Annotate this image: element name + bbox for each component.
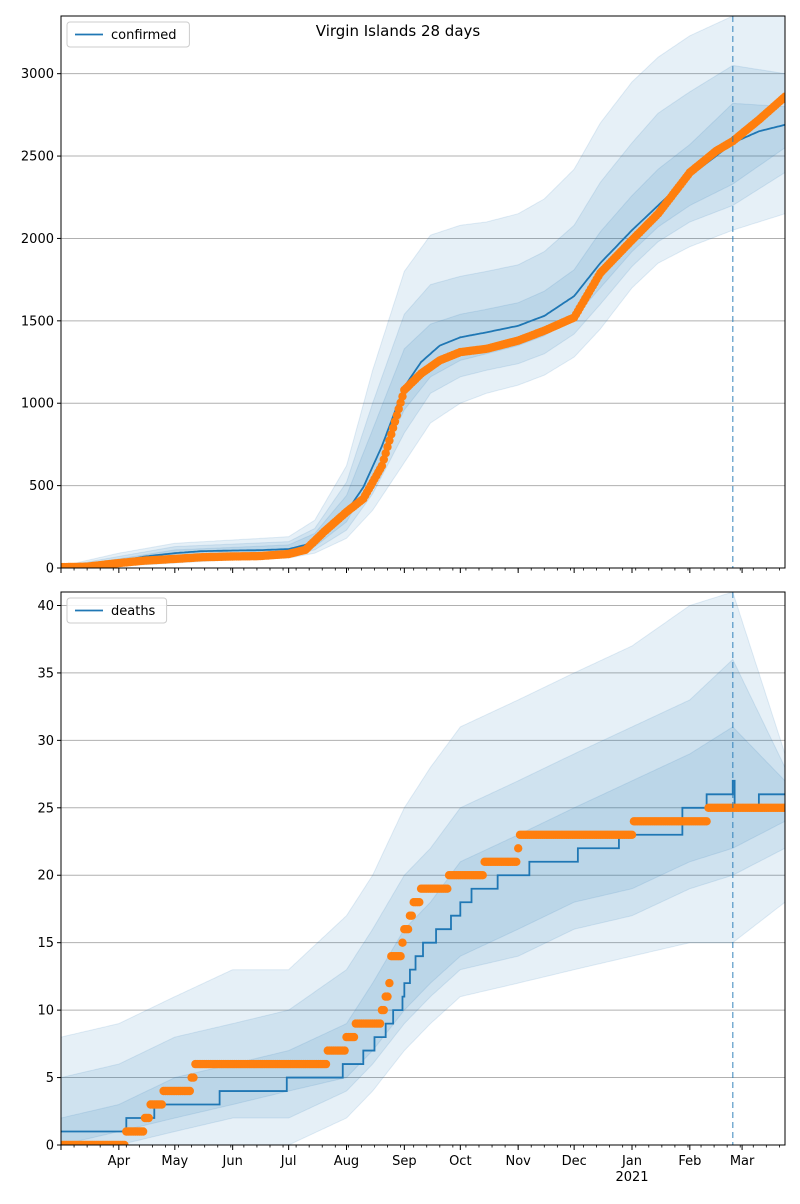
observed-point — [377, 461, 387, 470]
x-tick-label: Apr — [108, 1154, 131, 1169]
observed-point — [340, 1046, 349, 1055]
x-tick-label: Aug — [334, 1154, 359, 1169]
y-tick-label: 10 — [37, 1004, 54, 1019]
legend-label: confirmed — [111, 28, 177, 43]
observed-point — [321, 1059, 331, 1069]
legend-label: deaths — [111, 604, 156, 619]
observed-point — [385, 978, 394, 988]
observed-point — [403, 925, 413, 934]
figure-title: Virgin Islands 28 days — [316, 22, 481, 40]
observed-point — [379, 455, 388, 464]
y-tick-label: 500 — [29, 479, 54, 494]
observed-point — [383, 442, 392, 452]
axes-frame — [60, 591, 786, 1146]
x-tick-label: Jul — [280, 1154, 297, 1169]
plot-area — [61, 16, 785, 568]
observed-point — [396, 398, 405, 407]
observed-point — [702, 817, 711, 826]
observed-points — [61, 92, 785, 568]
y-tick-label: 0 — [46, 1139, 54, 1154]
plot-area — [61, 592, 785, 1145]
x-tick-label: Oct — [449, 1154, 471, 1169]
x-tick-label: Feb — [678, 1154, 701, 1169]
observed-point — [185, 1086, 194, 1096]
observed-point — [120, 1140, 129, 1145]
y-tick-label: 35 — [37, 666, 54, 681]
observed-point — [407, 911, 416, 920]
observed-point — [780, 92, 785, 101]
observed-point — [398, 938, 407, 947]
x-tick-label: Mar — [730, 1154, 755, 1169]
observed-point — [396, 952, 405, 961]
observed-point — [383, 992, 392, 1001]
observed-point — [381, 449, 390, 458]
series-line-deaths — [61, 779, 785, 1133]
observed-point — [478, 871, 487, 880]
legend: deaths — [66, 597, 168, 624]
observed-point — [144, 1113, 153, 1123]
observed-point — [138, 1127, 148, 1136]
y-tick-label: 40 — [37, 599, 54, 614]
observed-point — [415, 898, 424, 907]
y-tick-label: 30 — [37, 734, 54, 749]
observed-points — [61, 803, 785, 1145]
uncertainty-band-outer — [61, 592, 785, 1145]
y-tick-label: 2000 — [21, 232, 54, 247]
uncertainty-band-outer — [61, 16, 785, 568]
x-tick-label: Nov — [505, 1154, 531, 1169]
observed-point — [157, 1100, 166, 1109]
y-tick-label: 25 — [37, 801, 54, 816]
y-tick-label: 1500 — [21, 314, 54, 329]
observed-point — [627, 830, 637, 839]
x-tick-label: 2021 — [615, 1170, 648, 1185]
y-tick-label: 15 — [37, 936, 54, 951]
observed-point — [514, 844, 523, 853]
panel-1: 0 500 1000 1500 2000 2500 3000 confirmed — [21, 15, 786, 577]
y-tick-label: 5 — [46, 1071, 54, 1086]
observed-point — [379, 1005, 388, 1015]
x-tick-label: Dec — [562, 1154, 587, 1169]
x-tick-label: Sep — [392, 1154, 417, 1169]
panel-2: 0 5 10 15 20 25 30 35 40 Apr May Jun Jul Aug Sep Oct Nov… — [37, 591, 786, 1185]
observed-point — [390, 417, 400, 426]
legend: confirmed — [66, 21, 190, 48]
axes-frame — [60, 15, 786, 569]
observed-point — [392, 411, 402, 420]
y-tick-label: 1000 — [21, 397, 54, 412]
y-tick-label: 3000 — [21, 67, 54, 82]
observed-point — [387, 430, 396, 439]
observed-point — [780, 803, 785, 812]
observed-point — [385, 436, 394, 445]
observed-point — [398, 392, 407, 401]
y-tick-label: 2500 — [21, 150, 54, 165]
observed-point — [375, 1019, 385, 1028]
observed-point — [394, 404, 403, 414]
observed-point — [349, 1032, 359, 1042]
legend-box — [66, 21, 190, 48]
observed-point — [189, 1073, 198, 1082]
y-tick-label: 20 — [37, 869, 54, 884]
observed-point — [443, 884, 452, 893]
legend-box — [66, 597, 168, 624]
x-tick-label: Jun — [222, 1154, 243, 1169]
observed-point — [512, 857, 521, 866]
x-tick-label: Jan — [621, 1154, 642, 1169]
y-tick-label: 0 — [46, 562, 54, 577]
x-tick-label: May — [161, 1154, 188, 1169]
observed-point — [388, 423, 398, 433]
